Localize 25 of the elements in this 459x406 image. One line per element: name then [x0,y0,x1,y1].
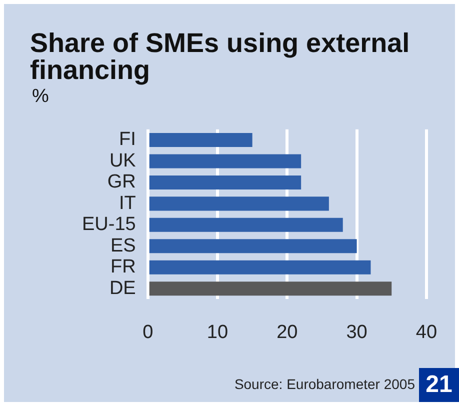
source-note: Source: Eurobarometer 2005 [234,376,415,392]
chart-title: Share of SMEs using external financing [30,28,411,85]
y-tick-label: ES [110,235,136,256]
x-tick-label: 20 [276,322,298,343]
bar [149,154,302,168]
x-tick-label: 30 [346,322,368,343]
bar [149,218,343,232]
y-tick-label: EU-15 [82,214,136,236]
x-tick-label: 0 [142,322,154,343]
text: 21 [419,368,459,402]
y-tick-label: FR [110,256,136,278]
y-tick-label: FI [118,129,136,150]
bar [149,282,392,296]
y-axis-title: % [32,86,49,108]
x-tick-label: 10 [206,322,228,343]
bar [149,133,252,148]
y-tick-label: UK [109,150,136,172]
bar [149,196,329,211]
bar [149,175,302,190]
y-tick-label: GR [107,172,136,193]
x-tick-label: 40 [416,322,438,343]
bar [149,260,371,274]
bar [149,239,357,254]
y-tick-label: IT [118,192,136,214]
y-tick-label: DE [109,278,136,299]
